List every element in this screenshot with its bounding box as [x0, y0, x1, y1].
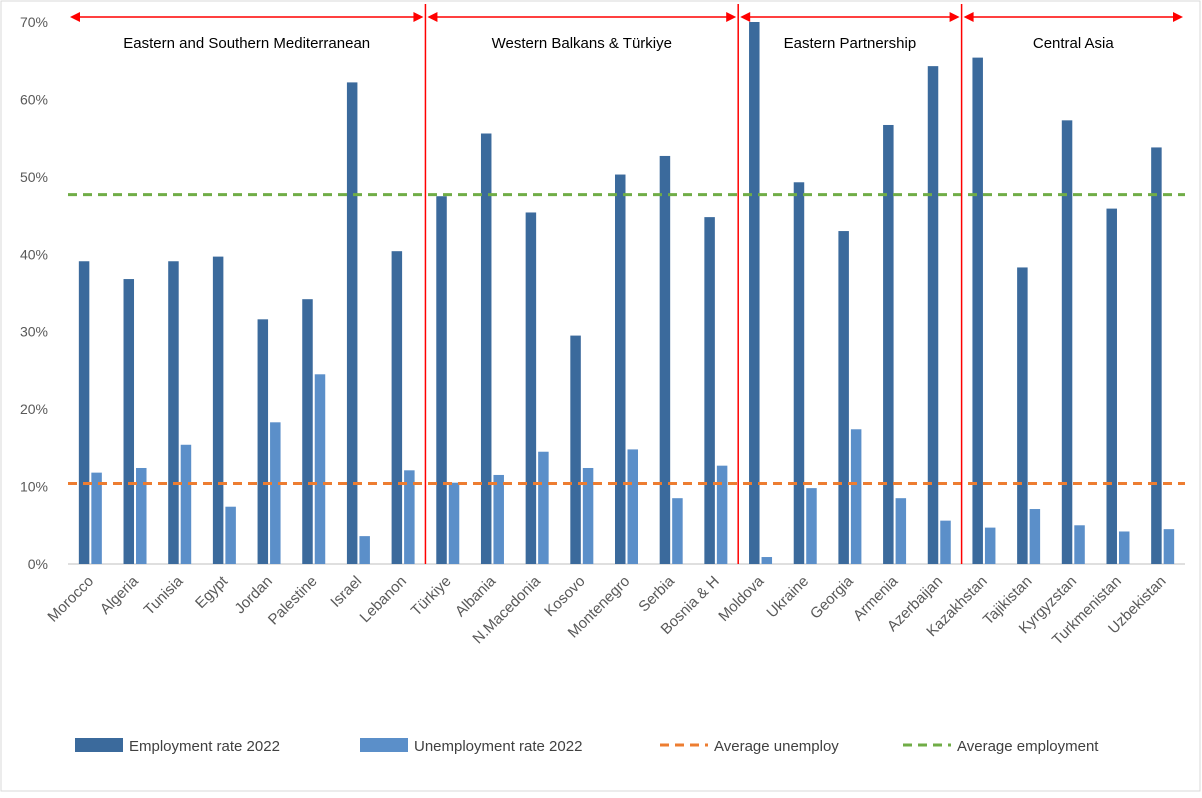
- arrow-right-icon: [1173, 12, 1183, 22]
- employment-bar-serbia: [659, 155, 671, 565]
- legend-label: Employment rate 2022: [129, 738, 280, 755]
- x-tick-label: Türkiye: [408, 573, 455, 620]
- legend-swatch: [75, 738, 123, 752]
- unemployment-bar-kazakhstan: [984, 527, 996, 564]
- unemployment-bar-n-macedonia: [538, 451, 549, 564]
- employment-bar-jordan: [257, 319, 269, 564]
- employment-bar-bosnia-h: [704, 217, 715, 564]
- x-tick-label: Serbia: [635, 572, 678, 615]
- arrow-right-icon: [726, 12, 737, 22]
- y-tick-label: 30%: [20, 324, 48, 340]
- group-label: Central Asia: [1033, 35, 1115, 52]
- legend-label: Average employment: [957, 738, 1099, 755]
- employment-bar-tunisia: [168, 261, 179, 564]
- unemployment-bar-tunisia: [180, 444, 192, 564]
- unemployment-bar-israel: [359, 536, 370, 564]
- x-tick-label: Egypt: [192, 572, 232, 612]
- unemployment-bar-montenegro: [627, 449, 638, 564]
- arrow-left-icon: [427, 12, 438, 22]
- y-tick-label: 0%: [28, 556, 48, 572]
- unemployment-bar-georgia: [850, 429, 862, 564]
- employment-bar-armenia: [883, 124, 894, 564]
- unemployment-bar-albania: [493, 474, 504, 564]
- employment-bar-moldova: [749, 22, 760, 564]
- unemployment-bar-egypt: [225, 506, 236, 564]
- legend-label: Unemployment rate 2022: [414, 738, 582, 755]
- legend-label: Average unemploy: [714, 738, 839, 755]
- x-tick-label: Ukraine: [763, 573, 812, 622]
- unemployment-bar-tajikistan: [1029, 509, 1041, 564]
- legend-swatch: [360, 738, 408, 752]
- employment-bar-ukraine: [793, 182, 805, 564]
- x-tick-label: Israel: [327, 573, 365, 611]
- y-tick-label: 20%: [20, 401, 48, 417]
- unemployment-bar-algeria: [136, 467, 147, 564]
- x-tick-label: Tunisia: [141, 572, 187, 618]
- employment-bar-algeria: [123, 279, 135, 564]
- x-tick-label: Moldova: [715, 572, 768, 625]
- group-label: Western Balkans & Türkiye: [492, 35, 672, 52]
- unemployment-bar-kyrgyzstan: [1074, 525, 1085, 564]
- employment-bar-kosovo: [570, 335, 581, 564]
- employment-bar-t-rkiye: [436, 196, 447, 564]
- unemployment-bar-uzbekistan: [1163, 529, 1175, 564]
- unemployment-bar-jordan: [270, 422, 281, 564]
- employment-bar-azerbaijan: [927, 66, 939, 565]
- unemployment-bar-t-rkiye: [448, 482, 460, 564]
- y-tick-label: 60%: [20, 91, 48, 107]
- employment-bar-n-macedonia: [525, 212, 537, 564]
- y-tick-label: 50%: [20, 169, 48, 185]
- employment-bar-tajikistan: [1017, 267, 1028, 564]
- y-tick-label: 40%: [20, 246, 48, 262]
- employment-bar-morocco: [78, 261, 90, 564]
- arrow-left-icon: [963, 12, 974, 22]
- x-tick-label: Algeria: [97, 572, 143, 618]
- x-tick-label: Lebanon: [357, 573, 410, 626]
- employment-bar-lebanon: [391, 251, 403, 564]
- arrow-left-icon: [740, 12, 751, 22]
- unemployment-bar-lebanon: [404, 470, 415, 564]
- employment-bar-palestine: [302, 299, 313, 564]
- y-tick-label: 10%: [20, 479, 48, 495]
- unemployment-bar-serbia: [672, 498, 683, 564]
- unemployment-bar-bosnia-h: [716, 465, 728, 564]
- x-tick-label: Jordan: [231, 573, 275, 617]
- arrow-right-icon: [949, 12, 960, 22]
- employment-bar-israel: [346, 82, 358, 564]
- unemployment-bar-turkmenistan: [1118, 531, 1130, 564]
- employment-bar-montenegro: [615, 174, 626, 564]
- unemployment-bar-palestine: [314, 374, 326, 564]
- unemployment-bar-armenia: [895, 498, 907, 564]
- employment-bar-kyrgyzstan: [1061, 120, 1073, 564]
- employment-bar-kazakhstan: [972, 57, 983, 565]
- unemployment-bar-ukraine: [806, 488, 817, 564]
- arrow-right-icon: [413, 12, 424, 22]
- employment-bar-turkmenistan: [1106, 208, 1117, 565]
- unemployment-bar-kosovo: [582, 467, 594, 564]
- group-label: Eastern and Southern Mediterranean: [123, 35, 370, 52]
- x-tick-label: Palestine: [265, 573, 321, 629]
- employment-bar-egypt: [212, 256, 224, 564]
- unemployment-bar-morocco: [91, 472, 102, 564]
- unemployment-bar-moldova: [761, 557, 773, 564]
- unemployment-bar-azerbaijan: [940, 520, 951, 564]
- employment-bar-albania: [480, 133, 492, 565]
- x-tick-label: Georgia: [807, 572, 857, 622]
- employment-bar-georgia: [838, 231, 849, 565]
- x-tick-label: Morocco: [44, 573, 97, 626]
- y-tick-label: 70%: [20, 14, 48, 30]
- employment-bar-uzbekistan: [1151, 147, 1162, 565]
- group-label: Eastern Partnership: [784, 35, 917, 52]
- arrow-left-icon: [70, 12, 80, 22]
